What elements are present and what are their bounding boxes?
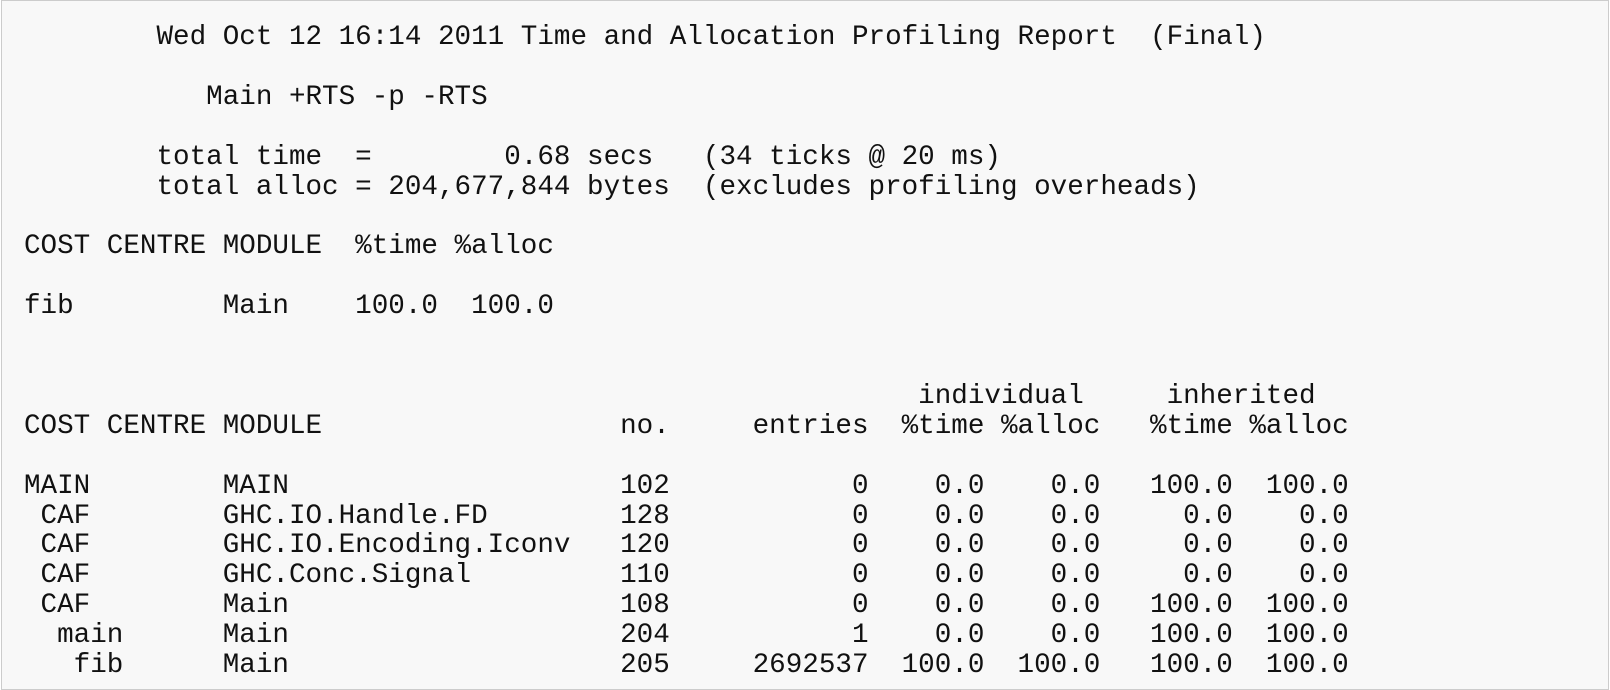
detail-row: CAF GHC.Conc.Signal 110 0 0.0 0.0 0.0 0.… bbox=[24, 560, 1349, 592]
profiling-report-text: Wed Oct 12 16:14 2011 Time and Allocatio… bbox=[24, 23, 1608, 681]
detail-row: CAF GHC.IO.Handle.FD 128 0 0.0 0.0 0.0 0… bbox=[24, 500, 1349, 532]
summary-row: fib Main 100.0 100.0 bbox=[24, 291, 554, 323]
total-alloc-line: total alloc = 204,677,844 bytes (exclude… bbox=[24, 171, 1200, 203]
total-time-line: total time = 0.68 secs (34 ticks @ 20 ms… bbox=[24, 141, 1001, 173]
summary-table-header: COST CENTRE MODULE %time %alloc bbox=[24, 231, 554, 263]
detail-group-header: individual inherited bbox=[24, 380, 1316, 412]
detail-table-header: COST CENTRE MODULE no. entries %time %al… bbox=[24, 410, 1349, 442]
detail-row: CAF GHC.IO.Encoding.Iconv 120 0 0.0 0.0 … bbox=[24, 530, 1349, 562]
detail-row: CAF Main 108 0 0.0 0.0 100.0 100.0 bbox=[24, 590, 1349, 622]
report-header: Wed Oct 12 16:14 2011 Time and Allocatio… bbox=[24, 22, 1266, 53]
report-command: Main +RTS -p -RTS bbox=[24, 81, 488, 113]
detail-row: fib Main 205 2692537 100.0 100.0 100.0 1… bbox=[24, 650, 1349, 682]
detail-row: main Main 204 1 0.0 0.0 100.0 100.0 bbox=[24, 620, 1349, 652]
detail-row: MAIN MAIN 102 0 0.0 0.0 100.0 100.0 bbox=[24, 470, 1349, 502]
